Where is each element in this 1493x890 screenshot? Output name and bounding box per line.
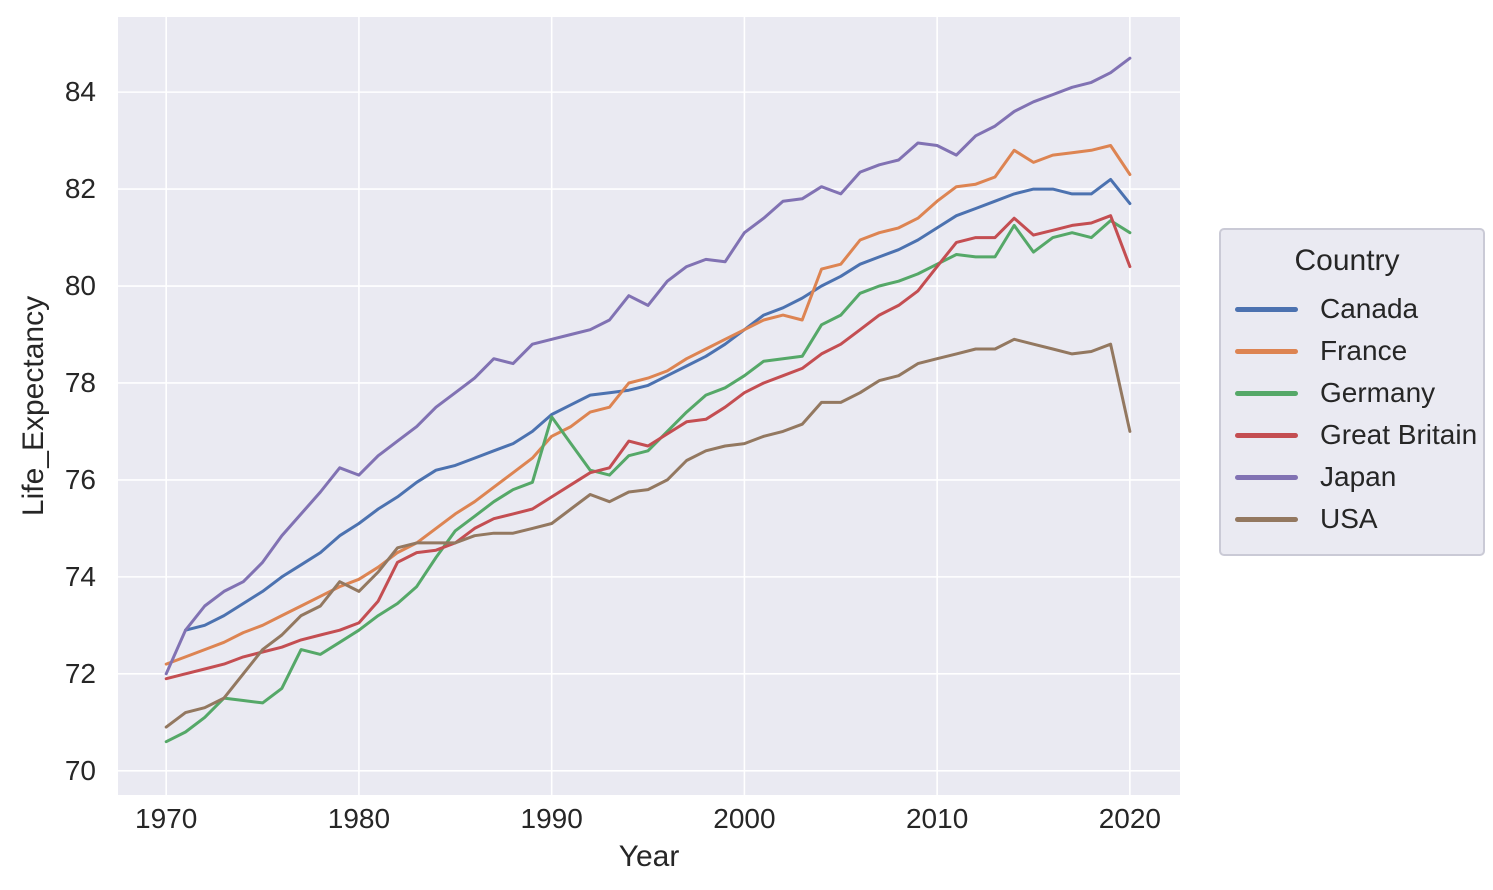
x-tick-label-1990: 1990 (520, 803, 583, 834)
x-tick-label-2020: 2020 (1098, 803, 1162, 834)
series-line-great-britain (164, 214, 1132, 681)
legend-label: Japan (1320, 461, 1397, 492)
legend-item-germany: Germany (1235, 372, 1459, 414)
y-axis-title: Life_Expectancy (17, 295, 50, 517)
legend-label: Canada (1320, 293, 1419, 324)
legend-swatch-usa (1235, 516, 1298, 522)
legend: Country Canada France Germany Great Britain… (1219, 228, 1485, 556)
y-tick-label-80: 80 (64, 270, 96, 302)
series-line-france (164, 144, 1132, 666)
series-line-canada (184, 177, 1132, 632)
y-tick-label-82: 82 (64, 173, 96, 205)
legend-item-usa: USA (1235, 498, 1459, 540)
legend-title: Country (1294, 244, 1400, 277)
line-chart (118, 17, 1180, 795)
series-line-germany (164, 219, 1132, 744)
legend-swatch-great-britain (1235, 432, 1298, 438)
x-tick-label-1980: 1980 (327, 803, 391, 834)
y-tick-label-70: 70 (64, 754, 96, 786)
legend-item-japan: Japan (1235, 456, 1459, 498)
legend-item-great-britain: Great Britain (1235, 414, 1477, 456)
legend-label: France (1320, 335, 1408, 366)
x-tick-label-2000: 2000 (713, 803, 776, 834)
y-tick-label-84: 84 (64, 76, 96, 108)
legend-swatch-germany (1235, 390, 1298, 396)
legend-label: USA (1320, 503, 1378, 534)
series-line-japan (164, 56, 1132, 676)
legend-item-canada: Canada (1235, 288, 1459, 330)
x-axis-title: Year (618, 840, 680, 873)
x-tick-label-2010: 2010 (905, 803, 969, 834)
legend-label: Great Britain (1320, 419, 1478, 450)
legend-swatch-france (1235, 348, 1298, 354)
legend-item-france: France (1235, 330, 1459, 372)
x-tick-label-1970: 1970 (135, 803, 198, 834)
legend-items: Canada France Germany Great Britain Japan USA (1235, 288, 1477, 540)
y-tick-label-78: 78 (64, 366, 96, 398)
legend-swatch-japan (1235, 474, 1298, 480)
plot-area (118, 17, 1180, 795)
series-line-usa (164, 337, 1132, 729)
legend-swatch-canada (1235, 306, 1298, 312)
y-tick-label-72: 72 (64, 657, 96, 689)
legend-label: Germany (1320, 377, 1436, 408)
y-tick-label-76: 76 (64, 463, 96, 495)
y-tick-label-74: 74 (64, 560, 96, 592)
